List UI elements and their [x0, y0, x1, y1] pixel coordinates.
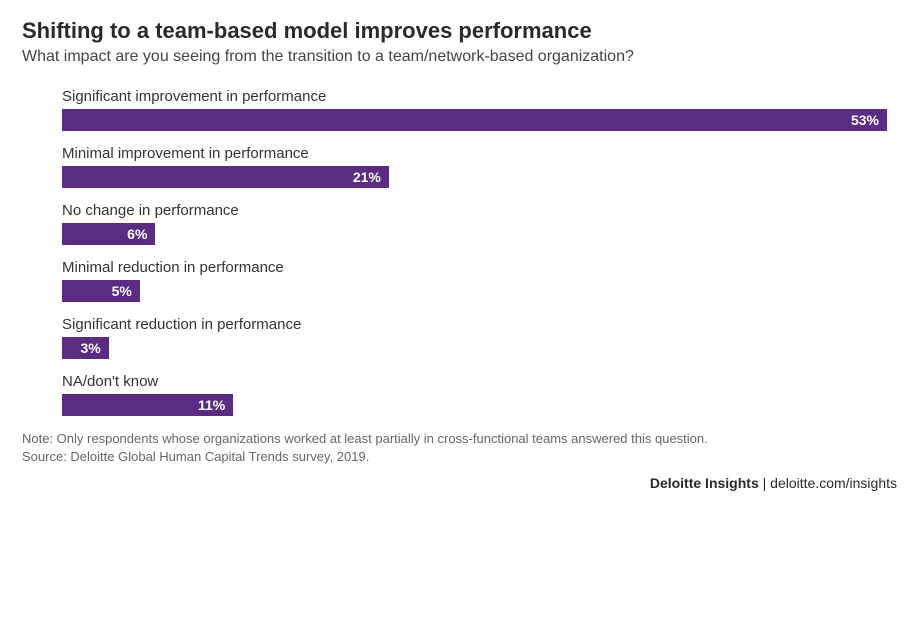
- bar-chart: Significant improvement in performance 5…: [22, 88, 897, 416]
- bar-row: Minimal improvement in performance 21%: [62, 145, 887, 188]
- bar-track: 11%: [62, 394, 887, 416]
- bar-row: Significant improvement in performance 5…: [62, 88, 887, 131]
- bar-track: 5%: [62, 280, 887, 302]
- bar-value: 3%: [80, 340, 100, 356]
- source-text: Source: Deloitte Global Human Capital Tr…: [22, 448, 897, 466]
- attribution-link: deloitte.com/insights: [770, 475, 897, 491]
- bar-row: NA/don't know 11%: [62, 373, 887, 416]
- chart-subtitle: What impact are you seeing from the tran…: [22, 48, 897, 66]
- chart-title: Shifting to a team-based model improves …: [22, 18, 897, 44]
- bar-track: 6%: [62, 223, 887, 245]
- bar-value: 11%: [198, 397, 225, 413]
- bar-value: 21%: [353, 169, 381, 185]
- bar-track: 3%: [62, 337, 887, 359]
- note-text: Note: Only respondents whose organizatio…: [22, 430, 897, 448]
- attribution-brand: Deloitte Insights: [650, 475, 759, 491]
- bar-label: Minimal reduction in performance: [62, 259, 887, 276]
- bar-row: Significant reduction in performance 3%: [62, 316, 887, 359]
- bar-fill: 3%: [62, 337, 109, 359]
- bar-label: Minimal improvement in performance: [62, 145, 887, 162]
- chart-footer: Note: Only respondents whose organizatio…: [22, 430, 897, 494]
- bar-label: Significant improvement in performance: [62, 88, 887, 105]
- bar-value: 5%: [112, 283, 132, 299]
- bar-track: 21%: [62, 166, 887, 188]
- bar-fill: 11%: [62, 394, 233, 416]
- attribution: Deloitte Insights | deloitte.com/insight…: [22, 474, 897, 494]
- bar-row: No change in performance 6%: [62, 202, 887, 245]
- bar-fill: 5%: [62, 280, 140, 302]
- bar-value: 53%: [851, 112, 879, 128]
- bar-fill: 53%: [62, 109, 887, 131]
- bar-label: NA/don't know: [62, 373, 887, 390]
- attribution-sep: |: [759, 475, 770, 491]
- bar-label: Significant reduction in performance: [62, 316, 887, 333]
- bar-track: 53%: [62, 109, 887, 131]
- bar-fill: 21%: [62, 166, 389, 188]
- bar-label: No change in performance: [62, 202, 887, 219]
- bar-row: Minimal reduction in performance 5%: [62, 259, 887, 302]
- bar-fill: 6%: [62, 223, 155, 245]
- bar-value: 6%: [127, 226, 147, 242]
